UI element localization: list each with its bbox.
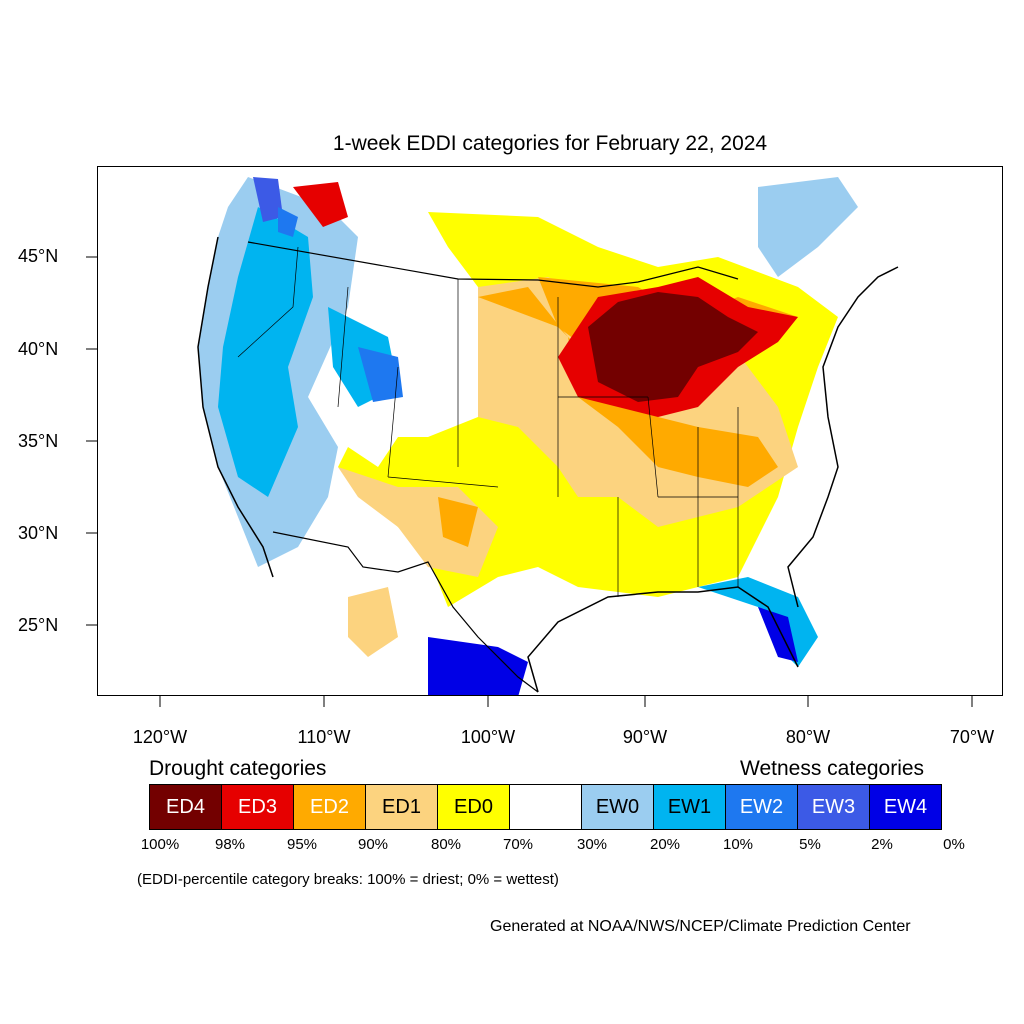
lat-label-40: 40°N (18, 339, 59, 359)
eddi-map (197, 167, 1002, 695)
region-ew4-gulf (428, 637, 528, 695)
lat-label-45: 45°N (18, 246, 59, 266)
wetness-heading: Wetness categories (740, 757, 925, 780)
region-ed1-mex (348, 587, 398, 657)
state-lines (237, 246, 739, 597)
legend-box-ew1: EW1 (653, 784, 726, 830)
drought-heading: Drought categories (149, 757, 327, 780)
percentile-label: 30% (576, 836, 608, 853)
region-ed4-greatlakes (588, 292, 758, 402)
lon-label-120: 120°W (132, 727, 188, 747)
percentile-label: 0% (943, 836, 965, 853)
lon-label-90: 90°W (622, 727, 668, 747)
percentile-label: 100% (140, 836, 180, 853)
coastline-west (197, 236, 274, 578)
region-ed1-sw (338, 467, 498, 577)
region-ew1-west (218, 207, 313, 497)
legend-box-ew2: EW2 (725, 784, 798, 830)
percentile-label: 20% (649, 836, 681, 853)
coastline-east (787, 266, 899, 608)
region-ed3-mt (293, 182, 348, 227)
lon-label-70: 70°W (949, 727, 995, 747)
lon-label-110: 110°W (297, 727, 351, 747)
coastline-gulf (527, 586, 799, 693)
us-mexico-border (272, 531, 539, 693)
legend-bar: ED4 ED3 ED2 ED1 ED0 EW0 EW1 EW2 EW3 EW4 (149, 784, 942, 830)
legend-box-ed1: ED1 (365, 784, 438, 830)
percentile-label: 98% (214, 836, 246, 853)
category-regions (198, 167, 1002, 695)
map-panel (97, 166, 1003, 696)
lat-label-35: 35°N (18, 431, 59, 451)
lon-ticks (159, 696, 973, 707)
region-ew2-nw (278, 207, 298, 237)
region-ed2-central (478, 287, 778, 487)
region-ew3-nw (253, 177, 283, 222)
percentile-label: 80% (430, 836, 462, 853)
percentile-label: 5% (799, 836, 821, 853)
legend-box-ed0: ED0 (437, 784, 510, 830)
legend-box-ed2: ED2 (293, 784, 366, 830)
lon-label-80: 80°W (785, 727, 831, 747)
legend-box-ew0: EW0 (581, 784, 654, 830)
map-title: 1-week EDDI categories for February 22, … (332, 132, 768, 155)
legend-box-neutral (509, 784, 582, 830)
credit-line: Generated at NOAA/NWS/NCEP/Climate Predi… (490, 918, 911, 935)
boundaries (197, 236, 899, 693)
legend-box-ed3: ED3 (221, 784, 294, 830)
percentile-label: 90% (357, 836, 389, 853)
region-ew2-mtn (358, 347, 403, 402)
lon-label-100: 100°W (460, 727, 516, 747)
legend-box-ed4: ED4 (149, 784, 222, 830)
percentile-label: 2% (871, 836, 893, 853)
region-ed2-tx (438, 497, 478, 547)
region-ew1-ne (758, 177, 858, 277)
lat-label-25: 25°N (18, 615, 59, 635)
lat-ticks (86, 256, 97, 626)
legend-box-ew3: EW3 (797, 784, 870, 830)
legend-box-ew4: EW4 (869, 784, 942, 830)
lat-label-30: 30°N (18, 523, 59, 543)
percentile-label: 95% (286, 836, 318, 853)
percentile-label: 70% (502, 836, 534, 853)
percentile-label: 10% (722, 836, 754, 853)
category-note: (EDDI-percentile category breaks: 100% =… (137, 871, 559, 888)
